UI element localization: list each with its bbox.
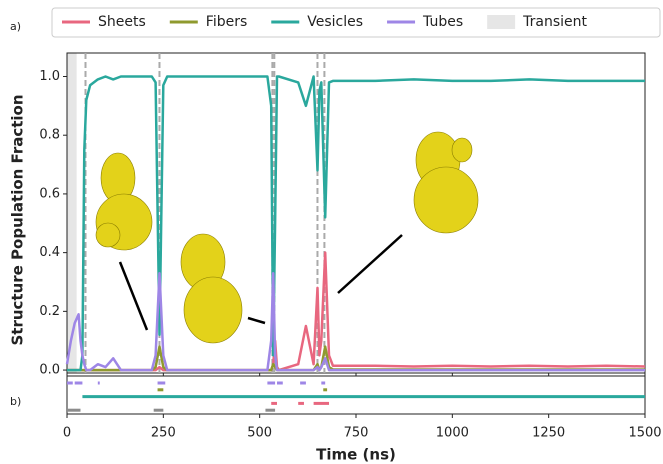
panel-label: a) (10, 20, 21, 33)
y-tick-label: 0.8 (39, 128, 60, 143)
x-tick-label: 1500 (628, 426, 661, 441)
structure-image (180, 233, 243, 344)
legend-label: Fibers (206, 14, 247, 30)
legend-label: Tubes (422, 14, 463, 30)
pointer-line (337, 234, 403, 294)
panel-b-frame (66, 375, 646, 415)
y-axis-label: Structure Population Fraction (9, 94, 27, 345)
series-line (67, 251, 646, 372)
series-line (65, 271, 645, 372)
structure-image (95, 152, 153, 251)
y-tick-label: 1.0 (39, 69, 60, 84)
transient-span (67, 53, 77, 373)
x-tick-label: 750 (344, 426, 369, 441)
pointer-line (247, 316, 266, 325)
x-tick-label: 250 (151, 426, 176, 441)
y-tick-label: 0.6 (39, 186, 60, 201)
panel-label: b) (10, 395, 21, 408)
x-axis-label: Time (ns) (316, 446, 396, 464)
x-tick-label: 1000 (436, 426, 469, 441)
pointer-line (118, 261, 149, 331)
y-tick-label: 0.2 (39, 304, 60, 319)
plot-frame (66, 52, 646, 374)
legend-label: Transient (522, 14, 587, 30)
structure-image (413, 131, 479, 234)
y-tick-label: 0.4 (39, 245, 60, 260)
x-tick-label: 1250 (532, 426, 565, 441)
legend-label: Vesicles (307, 14, 363, 30)
legend-swatch (487, 15, 516, 29)
series-line (67, 75, 645, 372)
x-tick-label: 500 (247, 426, 272, 441)
x-tick-label: 0 (63, 426, 71, 441)
legend-label: Sheets (98, 14, 146, 30)
y-tick-label: 0.0 (39, 363, 60, 378)
